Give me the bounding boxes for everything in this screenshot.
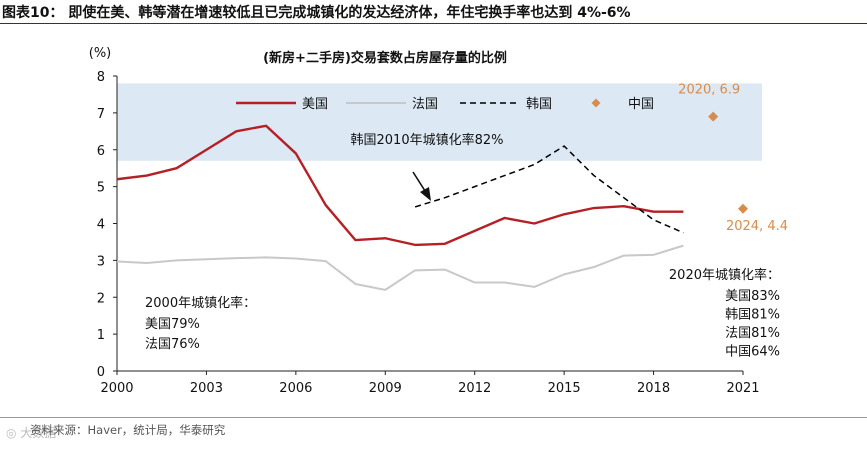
y-tick-label: 1 <box>97 328 105 343</box>
x-tick-label: 2000 <box>100 381 133 396</box>
urbanization-2000-title: 2000年城镇化率： <box>145 295 256 311</box>
china-point-marker <box>708 111 719 122</box>
footer-divider <box>0 417 867 418</box>
x-tick-label: 2021 <box>726 381 759 396</box>
urbanization-2020-line: 中国64% <box>725 345 780 360</box>
shaded-band <box>117 83 762 161</box>
y-tick-label: 0 <box>97 365 105 380</box>
china-2024-label: 2024, 4.4 <box>726 219 788 234</box>
china-2020-label: 2020, 6.9 <box>678 83 740 98</box>
y-tick-label: 2 <box>97 291 105 306</box>
urbanization-2020-line: 法国81% <box>725 326 780 341</box>
figure-title: 图表10： 即使在美、韩等潜在增速较低且已完成城镇化的发达经济体，年住宅换手率也… <box>2 5 631 21</box>
x-tick-label: 2006 <box>279 381 312 396</box>
watermark: ◎ 大数据 <box>6 426 57 440</box>
korea-urbanization-note: 韩国2010年城镇化率82% <box>351 132 504 148</box>
x-tick-label: 2015 <box>548 381 581 396</box>
legend-marker-cn <box>591 98 601 108</box>
urbanization-2000-line: 美国79% <box>145 317 200 332</box>
china-point-marker <box>738 203 748 214</box>
source-note: 资料来源：Haver，统计局，华泰研究 <box>30 423 226 437</box>
y-tick-label: 7 <box>97 107 105 122</box>
kr-series-line <box>414 145 684 234</box>
chart-title: (新房+二手房)交易套数占房屋存量的比例 <box>263 50 507 66</box>
y-tick-label: 8 <box>97 70 105 85</box>
urbanization-2020-line: 美国83% <box>725 289 780 304</box>
y-tick-label: 5 <box>97 181 105 196</box>
x-tick-label: 2009 <box>369 381 402 396</box>
legend-label-kr: 韩国 <box>526 97 552 112</box>
x-tick-label: 2018 <box>637 381 670 396</box>
urbanization-2020-title: 2020年城镇化率： <box>669 267 780 283</box>
legend-label-us: 美国 <box>302 97 328 112</box>
legend-label-cn: 中国 <box>628 97 654 112</box>
urbanization-2000-line: 法国76% <box>145 337 200 352</box>
x-tick-label: 2012 <box>458 381 491 396</box>
y-axis-unit: (%) <box>89 46 112 61</box>
y-tick-label: 3 <box>97 254 105 269</box>
y-tick-label: 6 <box>97 144 105 159</box>
fr-series-line <box>116 244 684 291</box>
y-tick-label: 4 <box>97 218 105 233</box>
title-divider <box>0 23 867 24</box>
note-arrow-head <box>420 187 431 201</box>
x-tick-label: 2003 <box>190 381 223 396</box>
us-series-line <box>116 124 684 247</box>
legend-label-fr: 法国 <box>412 97 438 112</box>
urbanization-2020-line: 韩国81% <box>725 308 780 323</box>
